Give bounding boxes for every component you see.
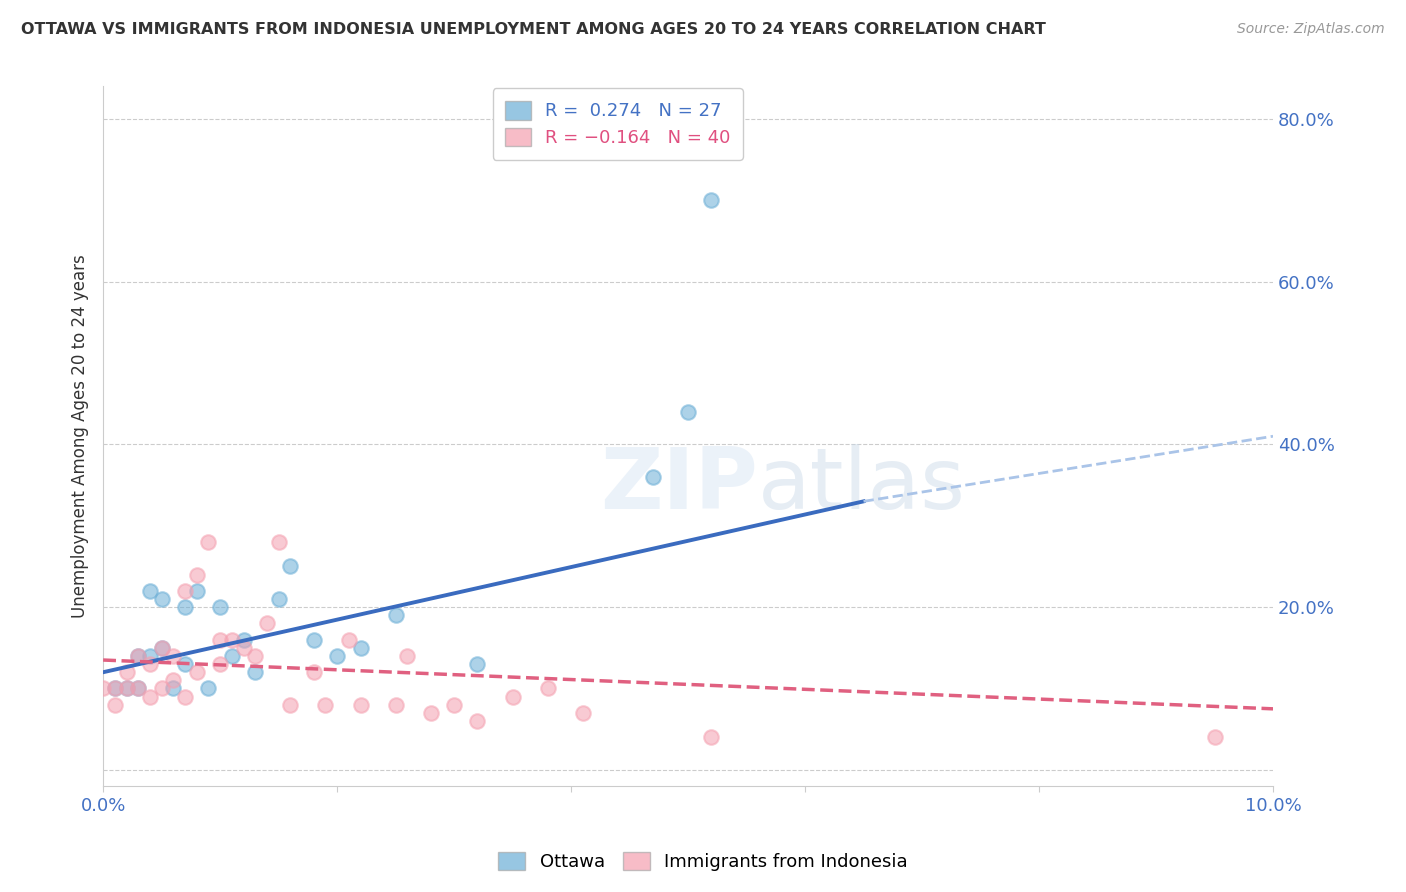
- Point: [139, 657, 162, 671]
- Point: [197, 681, 219, 696]
- Point: [115, 681, 138, 696]
- Point: [127, 681, 149, 696]
- Point: [104, 681, 127, 696]
- Point: [139, 690, 162, 704]
- Point: [197, 535, 219, 549]
- Point: [384, 608, 406, 623]
- Point: [186, 583, 208, 598]
- Point: [267, 592, 290, 607]
- Point: [162, 681, 184, 696]
- Point: [127, 681, 149, 696]
- Point: [267, 535, 290, 549]
- Point: [302, 632, 325, 647]
- Point: [232, 640, 254, 655]
- Point: [641, 470, 664, 484]
- Point: [139, 648, 162, 663]
- Point: [314, 698, 336, 712]
- Point: [396, 648, 419, 663]
- Point: [150, 681, 173, 696]
- Point: [537, 681, 560, 696]
- Text: Source: ZipAtlas.com: Source: ZipAtlas.com: [1237, 22, 1385, 37]
- Y-axis label: Unemployment Among Ages 20 to 24 years: Unemployment Among Ages 20 to 24 years: [72, 254, 89, 618]
- Point: [150, 640, 173, 655]
- Point: [278, 698, 301, 712]
- Text: ZIP: ZIP: [600, 443, 758, 527]
- Point: [91, 681, 114, 696]
- Point: [115, 681, 138, 696]
- Point: [174, 600, 197, 615]
- Point: [209, 632, 232, 647]
- Point: [419, 706, 441, 720]
- Point: [676, 405, 699, 419]
- Text: OTTAWA VS IMMIGRANTS FROM INDONESIA UNEMPLOYMENT AMONG AGES 20 TO 24 YEARS CORRE: OTTAWA VS IMMIGRANTS FROM INDONESIA UNEM…: [21, 22, 1046, 37]
- Point: [186, 665, 208, 680]
- Point: [104, 681, 127, 696]
- Point: [209, 657, 232, 671]
- Point: [162, 648, 184, 663]
- Point: [162, 673, 184, 688]
- Point: [349, 698, 371, 712]
- Text: atlas: atlas: [758, 443, 966, 527]
- Point: [174, 690, 197, 704]
- Point: [221, 648, 243, 663]
- Point: [174, 657, 197, 671]
- Point: [127, 648, 149, 663]
- Legend: R =  0.274   N = 27, R = −0.164   N = 40: R = 0.274 N = 27, R = −0.164 N = 40: [492, 88, 742, 160]
- Point: [443, 698, 465, 712]
- Point: [139, 583, 162, 598]
- Point: [337, 632, 360, 647]
- Point: [232, 632, 254, 647]
- Point: [115, 665, 138, 680]
- Point: [245, 648, 267, 663]
- Point: [150, 592, 173, 607]
- Point: [502, 690, 524, 704]
- Point: [326, 648, 349, 663]
- Point: [256, 616, 278, 631]
- Point: [245, 665, 267, 680]
- Point: [700, 194, 723, 208]
- Point: [104, 698, 127, 712]
- Point: [700, 731, 723, 745]
- Point: [127, 648, 149, 663]
- Point: [150, 640, 173, 655]
- Point: [302, 665, 325, 680]
- Point: [174, 583, 197, 598]
- Point: [467, 657, 489, 671]
- Point: [571, 706, 593, 720]
- Point: [467, 714, 489, 728]
- Point: [349, 640, 371, 655]
- Point: [1204, 731, 1226, 745]
- Point: [186, 567, 208, 582]
- Legend: Ottawa, Immigrants from Indonesia: Ottawa, Immigrants from Indonesia: [491, 845, 915, 879]
- Point: [221, 632, 243, 647]
- Point: [278, 559, 301, 574]
- Point: [384, 698, 406, 712]
- Point: [209, 600, 232, 615]
